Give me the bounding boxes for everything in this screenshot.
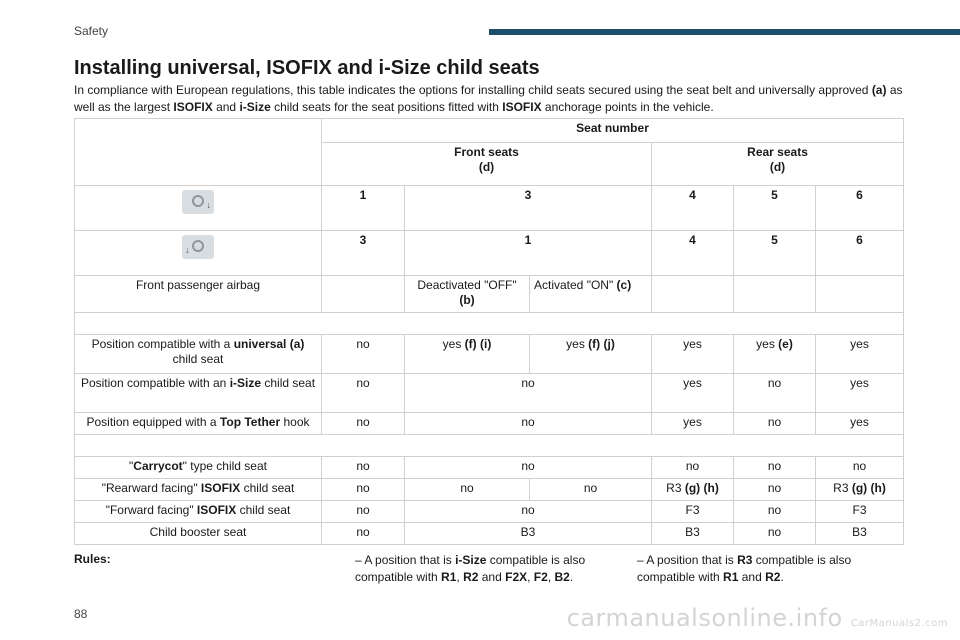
rules-heading: Rules: <box>74 552 111 566</box>
table-cell: no <box>404 373 652 413</box>
table-cell: no <box>733 500 816 523</box>
table-cell <box>814 275 905 313</box>
table-row-label: Position compatible with a universal (a)… <box>74 334 322 374</box>
table-cell: yes (e) <box>733 334 816 374</box>
table-row: "Carrycot" type child seat no no no no n… <box>74 456 905 479</box>
page-number: 88 <box>74 607 88 621</box>
table-cell: no <box>814 456 905 479</box>
table-spacer <box>73 434 905 457</box>
watermark: carmanualsonline.info CarManuals2.com <box>566 604 948 632</box>
table-cell: no <box>321 334 405 374</box>
table-cell: no <box>404 412 652 435</box>
section-accent-bar <box>489 29 960 35</box>
table-cell: no <box>529 478 652 501</box>
table-cell: 6 <box>814 230 905 276</box>
table-cell: ↓ <box>74 185 322 231</box>
rule-note-isize: – A position that is i-Size compatible i… <box>355 553 586 584</box>
table-cell: F3 <box>814 500 905 523</box>
table-row: "Forward facing" ISOFIX child seat no no… <box>74 500 905 523</box>
front-seats-header: Front seats (d) <box>321 142 652 186</box>
table-cell: no <box>733 478 816 501</box>
table-row: "Rearward facing" ISOFIX child seat no n… <box>74 478 905 501</box>
table-cell: ↓ <box>74 230 322 276</box>
table-cell: no <box>404 456 652 479</box>
table-row: Front seats (d) Rear seats (d) <box>75 142 905 186</box>
table-row <box>73 434 905 457</box>
table-cell: F3 <box>651 500 734 523</box>
table-cell: no <box>321 500 405 523</box>
table-row-label: "Rearward facing" ISOFIX child seat <box>74 478 322 501</box>
table-cell: 4 <box>651 185 734 231</box>
page-title: Installing universal, ISOFIX and i-Size … <box>74 57 540 79</box>
table-cell: B3 <box>404 522 652 545</box>
table-cell: 6 <box>814 185 905 231</box>
table-cell: 1 <box>404 230 652 276</box>
table-cell: no <box>651 456 734 479</box>
child-seat-table: Seat number Front seats (d) Rear seats (d)… <box>73 118 905 545</box>
seat-number-header: Seat number <box>320 118 905 143</box>
table-row-label: Front passenger airbag <box>74 275 322 313</box>
table-cell: yes <box>814 373 905 413</box>
table-row-label: Position equipped with a Top Tether hook <box>74 412 322 435</box>
table-row: Child booster seat no B3 B3 no B3 <box>74 522 905 545</box>
table-row <box>73 312 905 335</box>
table-cell: no <box>321 456 405 479</box>
table-cell: no <box>321 478 405 501</box>
table-cell: R3 (g) (h) <box>814 478 905 501</box>
table-row-label: "Forward facing" ISOFIX child seat <box>74 500 322 523</box>
table-cell: no <box>321 412 405 435</box>
table-cell: no <box>733 522 816 545</box>
table-row: ↓ 1 3 4 5 6 <box>74 185 905 231</box>
table-cell: 5 <box>733 185 816 231</box>
table-cell: B3 <box>814 522 905 545</box>
table-row: Front passenger airbag Deactivated "OFF"… <box>74 275 905 313</box>
table-cell: no <box>321 522 405 545</box>
table-row: ↓ 3 1 4 5 6 <box>74 230 905 276</box>
table-cell: no <box>733 373 816 413</box>
rear-seats-header: Rear seats (d) <box>650 142 905 186</box>
table-cell: yes <box>651 412 734 435</box>
table-cell: yes <box>651 334 734 374</box>
table-row: Position equipped with a Top Tether hook… <box>74 412 905 435</box>
left-hand-drive-steering-wheel-icon: ↓ <box>182 190 214 214</box>
table-cell <box>651 275 734 313</box>
table-cell: no <box>321 373 405 413</box>
airbag-on-cell: Activated "ON" (c) <box>529 275 652 313</box>
table-cell <box>74 118 322 186</box>
table-cell: no <box>404 478 530 501</box>
table-row: Position compatible with an i-Size child… <box>74 373 905 413</box>
table-cell: 4 <box>651 230 734 276</box>
rule-note-r3: – A position that is R3 compatible is al… <box>637 553 852 584</box>
table-cell <box>733 275 816 313</box>
table-cell: no <box>733 412 816 435</box>
table-row: Seat number <box>74 118 905 186</box>
table-cell: no <box>404 500 652 523</box>
table-spacer <box>73 312 905 335</box>
table-cell: yes <box>814 412 905 435</box>
table-row-label: "Carrycot" type child seat <box>74 456 322 479</box>
table-cell: yes <box>651 373 734 413</box>
section-label: Safety <box>74 24 109 38</box>
table-cell: 5 <box>733 230 816 276</box>
table-cell: no <box>733 456 816 479</box>
table-cell: 3 <box>404 185 652 231</box>
table-row: Position compatible with a universal (a)… <box>74 334 905 374</box>
table-cell: R3 (g) (h) <box>651 478 734 501</box>
table-cell <box>321 275 405 313</box>
table-cell: yes (f) (j) <box>529 334 652 374</box>
table-cell: 3 <box>321 230 405 276</box>
airbag-off-cell: Deactivated "OFF" (b) <box>404 275 530 313</box>
table-cell: yes (f) (i) <box>404 334 530 374</box>
intro-paragraph: In compliance with European regulations,… <box>74 83 903 114</box>
table-row-label: Child booster seat <box>74 522 322 545</box>
table-cell: yes <box>814 334 905 374</box>
table-row-label: Position compatible with an i-Size child… <box>74 373 322 413</box>
table-cell: 1 <box>321 185 405 231</box>
table-cell: B3 <box>651 522 734 545</box>
right-hand-drive-steering-wheel-icon: ↓ <box>182 235 214 259</box>
